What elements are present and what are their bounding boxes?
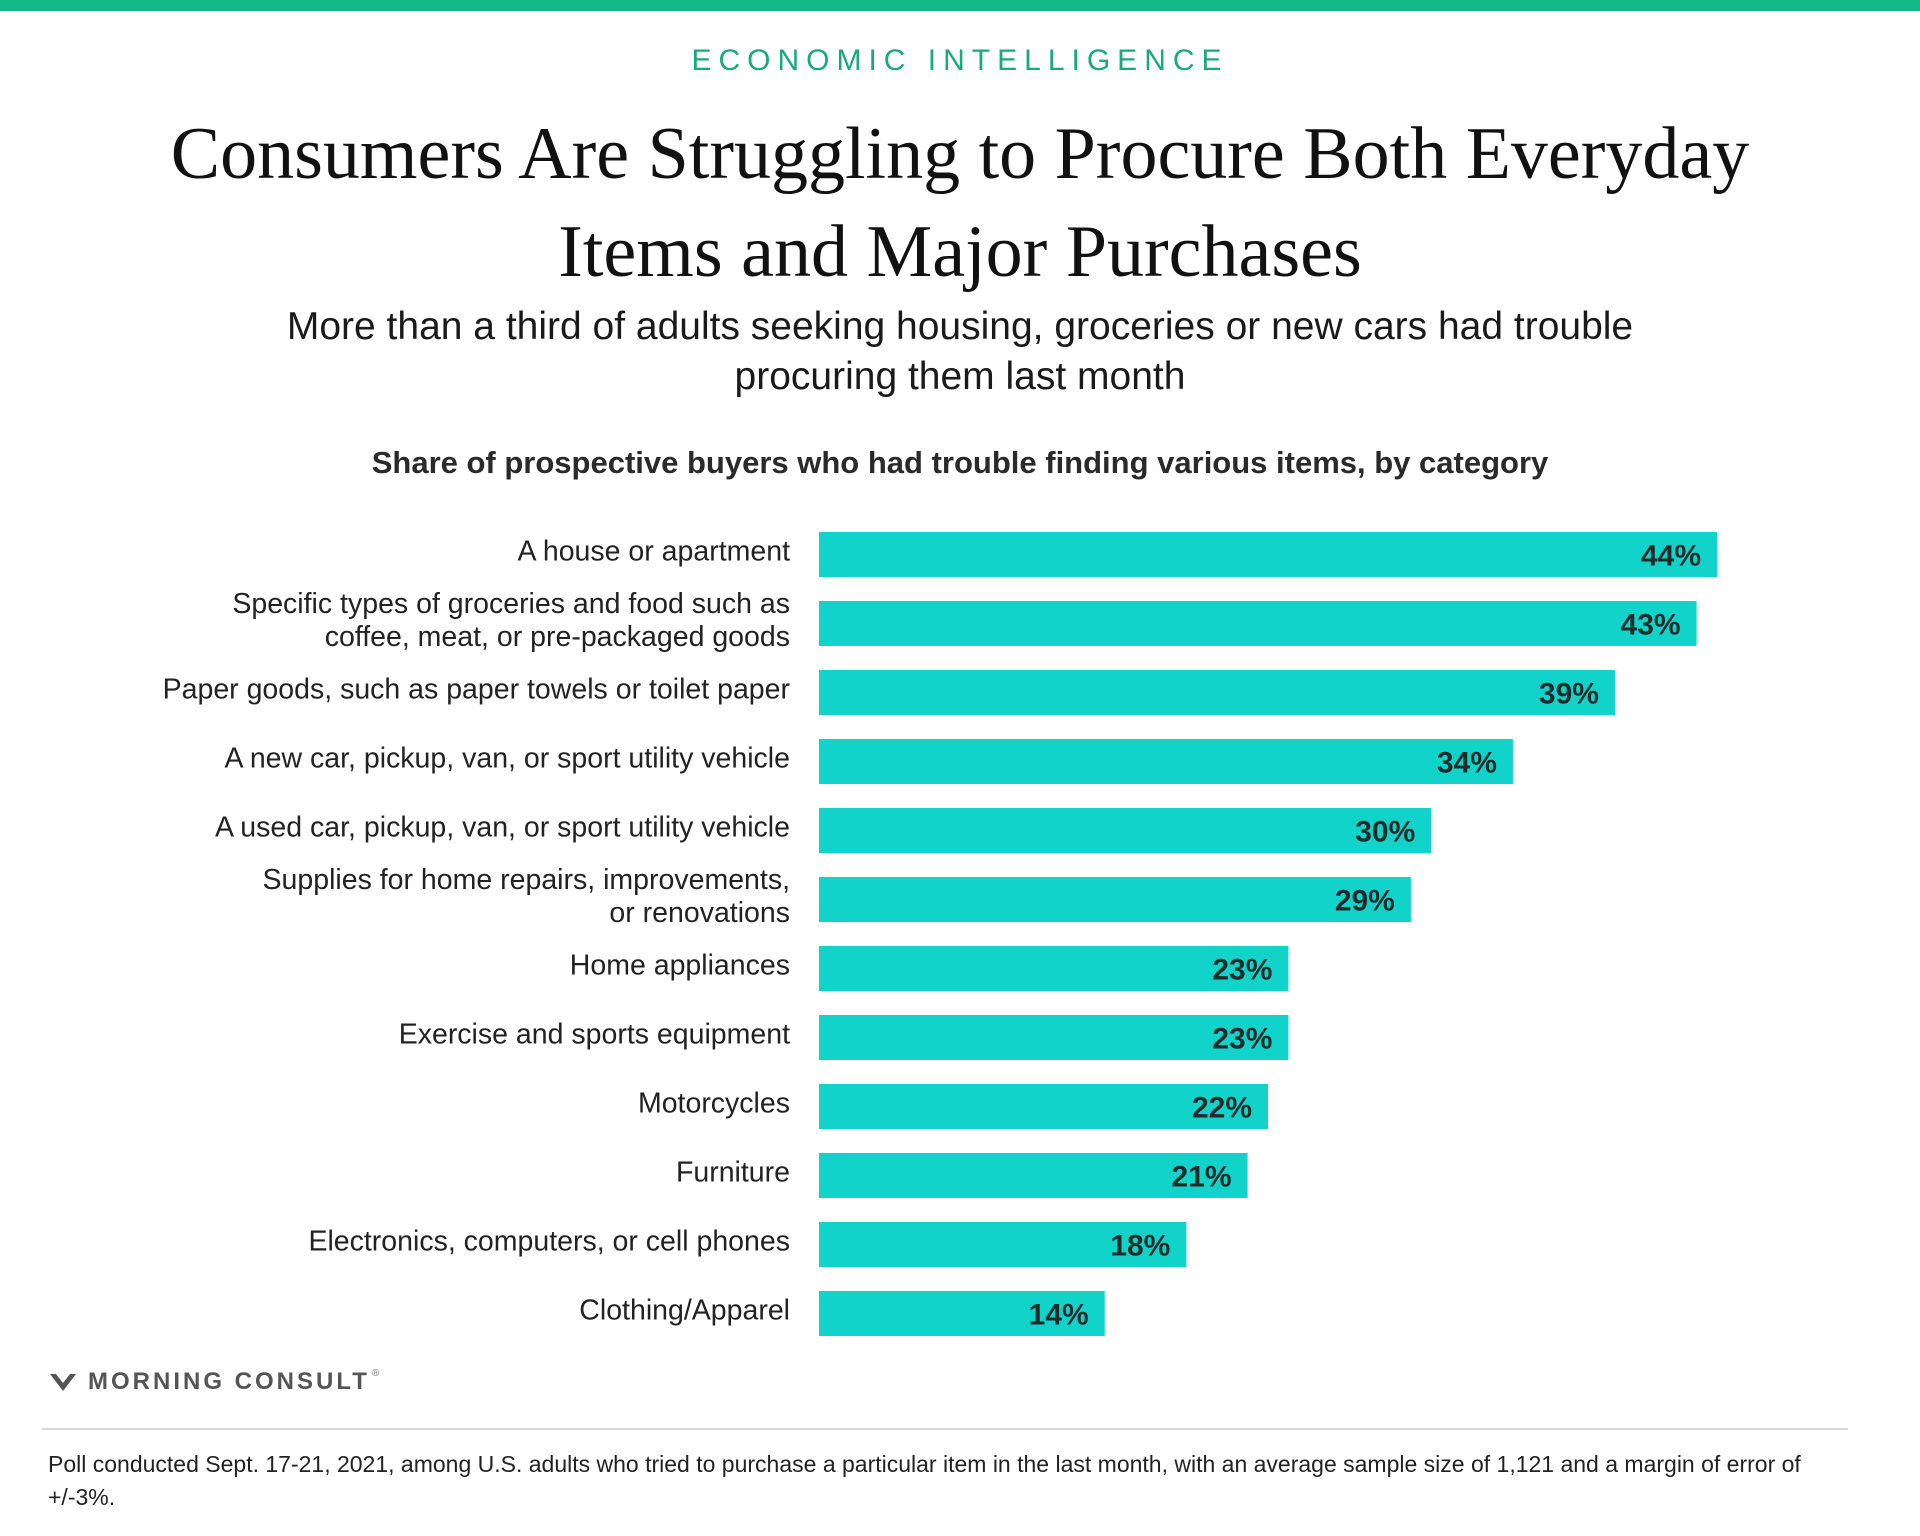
bar-2 [819,670,1615,715]
brand-name: MORNING CONSULT [88,1368,370,1395]
value-label-9: 21% [1172,1161,1232,1194]
chart-title: Share of prospective buyers who had trou… [371,445,1549,480]
brand-logo: MORNING CONSULT ® [48,1364,379,1400]
top-accent-rule [0,0,1920,11]
category-label-3: A new car, pickup, van, or sport utility… [224,743,790,775]
value-label-8: 22% [1192,1092,1252,1125]
value-label-10: 18% [1110,1230,1170,1263]
category-label-9: Furniture [676,1157,790,1189]
category-label-7: Exercise and sports equipment [399,1019,790,1051]
footnote: Poll conducted Sept. 17-21, 2021, among … [48,1451,1801,1510]
bar-1 [819,601,1697,646]
bar-9 [819,1153,1248,1198]
category-label-1: Specific types of groceries and food suc… [232,588,790,653]
page-title: Consumers Are Struggling to Procure Both… [170,113,1750,293]
bar-8 [819,1084,1268,1129]
bar-6 [819,946,1289,991]
bar-3 [819,739,1513,784]
footer-divider [42,1428,1848,1430]
value-label-7: 23% [1212,1023,1272,1056]
bar-11 [819,1291,1105,1336]
value-label-1: 43% [1621,609,1681,642]
bar-chart: 44% A house or apartment 43% Specific types… [163,532,1717,1336]
category-label-8: Motorcycles [638,1088,790,1120]
brand-registered-mark: ® [371,1368,380,1379]
value-label-5: 29% [1335,885,1395,918]
bar-5 [819,877,1411,922]
value-label-0: 44% [1641,540,1701,573]
bar-0 [819,532,1717,577]
bar-4 [819,808,1432,853]
morning-consult-m-icon [50,1374,76,1391]
value-label-2: 39% [1539,678,1599,711]
section-kicker: ECONOMIC INTELLIGENCE [691,44,1229,77]
category-label-6: Home appliances [570,950,790,982]
page-subtitle: More than a third of adults seeking hous… [286,305,1634,398]
category-label-10: Electronics, computers, or cell phones [308,1226,790,1258]
category-label-0: A house or apartment [517,536,790,568]
value-label-11: 14% [1029,1299,1089,1332]
category-label-11: Clothing/Apparel [579,1295,790,1327]
value-label-4: 30% [1355,816,1415,849]
value-label-3: 34% [1437,747,1497,780]
bar-7 [819,1015,1289,1060]
category-label-4: A used car, pickup, van, or sport utilit… [215,812,790,844]
bar-10 [819,1222,1187,1267]
category-label-2: Paper goods, such as paper towels or toi… [163,674,791,706]
category-label-5: Supplies for home repairs, improvements,… [263,864,790,929]
value-label-6: 23% [1212,954,1272,987]
